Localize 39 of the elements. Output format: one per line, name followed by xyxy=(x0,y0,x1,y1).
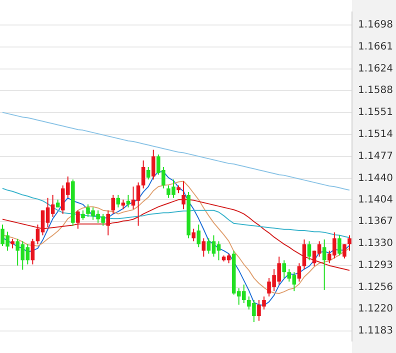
candlestick xyxy=(192,228,196,242)
candlestick xyxy=(111,194,116,214)
y-tick-label: 1.1440 xyxy=(358,172,393,184)
candlestick xyxy=(151,149,156,180)
candlestick xyxy=(116,194,120,208)
y-tick-label: 1.1514 xyxy=(358,128,393,140)
y-tick-label: 1.1661 xyxy=(358,42,393,53)
y-tick-label: 1.1588 xyxy=(358,84,393,96)
y-tick-label: 1.1404 xyxy=(358,194,393,206)
y-tick-label: 1.1477 xyxy=(358,150,393,162)
y-tick-label: 1.1293 xyxy=(358,260,393,272)
candlestick xyxy=(10,238,14,249)
y-tick-label: 1.1220 xyxy=(358,304,393,315)
candlestick xyxy=(121,199,126,210)
candlestick xyxy=(202,238,206,258)
candlestick xyxy=(182,180,186,210)
candlestick xyxy=(338,234,342,256)
candlestick xyxy=(141,160,146,189)
y-tick-label: 1.1330 xyxy=(358,238,393,250)
y-tick-label: 1.1183 xyxy=(358,326,393,336)
candlestick xyxy=(126,194,130,208)
candlestick xyxy=(76,210,80,230)
candlestick xyxy=(302,238,306,270)
candlestick xyxy=(196,224,201,248)
candlestick xyxy=(297,262,302,282)
y-tick-label: 1.1367 xyxy=(358,216,393,228)
candlestick xyxy=(146,166,150,180)
candlestick xyxy=(106,210,110,236)
candlestick xyxy=(30,238,35,265)
y-tick-label: 1.1624 xyxy=(358,64,393,75)
candlestick xyxy=(322,238,326,290)
candlestick xyxy=(81,210,85,220)
y-tick-label: 1.1698 xyxy=(358,20,393,31)
candlestick xyxy=(348,234,352,252)
y-tick-label: 1.1256 xyxy=(358,282,393,294)
candlestick xyxy=(307,240,312,261)
candlestick xyxy=(282,260,286,279)
candlestick xyxy=(342,244,346,259)
y-tick-label: 1.1551 xyxy=(358,106,393,118)
